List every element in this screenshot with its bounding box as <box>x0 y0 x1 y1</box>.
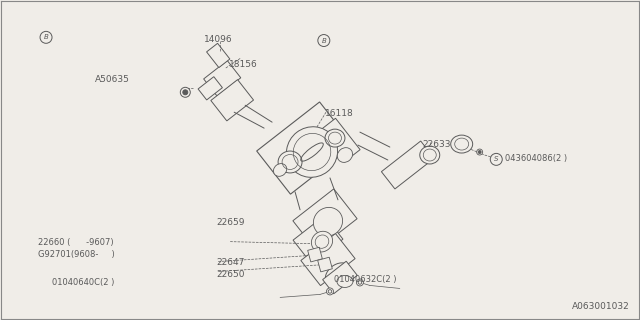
Bar <box>323 261 357 294</box>
Bar <box>211 80 253 121</box>
Text: 22650: 22650 <box>216 269 244 279</box>
Bar <box>207 43 230 68</box>
Ellipse shape <box>451 135 473 153</box>
Ellipse shape <box>278 151 302 173</box>
Ellipse shape <box>337 276 353 287</box>
Ellipse shape <box>312 231 333 252</box>
Ellipse shape <box>420 146 440 164</box>
Ellipse shape <box>337 148 353 162</box>
Ellipse shape <box>328 290 332 293</box>
Bar <box>293 189 357 251</box>
Text: 16118: 16118 <box>325 109 354 118</box>
Text: 22647: 22647 <box>216 258 244 267</box>
Ellipse shape <box>273 164 287 176</box>
Ellipse shape <box>325 263 351 286</box>
Ellipse shape <box>287 127 337 177</box>
Text: 01040632C(2 ): 01040632C(2 ) <box>334 275 397 284</box>
Text: A50635: A50635 <box>95 75 130 84</box>
Text: A063001032: A063001032 <box>572 302 629 311</box>
Bar <box>204 60 241 96</box>
Ellipse shape <box>183 90 188 95</box>
Bar <box>320 118 360 162</box>
Text: B: B <box>321 37 326 44</box>
Ellipse shape <box>477 149 483 155</box>
Bar <box>317 257 332 272</box>
Bar <box>301 234 355 286</box>
Circle shape <box>318 35 330 46</box>
Ellipse shape <box>358 281 362 284</box>
Text: 22659: 22659 <box>216 218 244 227</box>
Bar <box>198 77 223 100</box>
Circle shape <box>40 31 52 43</box>
Text: B: B <box>44 34 49 40</box>
Text: 22633: 22633 <box>422 140 451 148</box>
Text: 01040640C(2 ): 01040640C(2 ) <box>52 277 114 286</box>
Ellipse shape <box>325 129 345 147</box>
Ellipse shape <box>314 207 342 236</box>
Text: G92701(9608-     ): G92701(9608- ) <box>38 251 115 260</box>
Bar <box>293 216 343 264</box>
Bar <box>257 102 353 194</box>
Text: 14096: 14096 <box>204 35 232 44</box>
Bar <box>381 141 434 189</box>
Bar <box>308 247 323 262</box>
Circle shape <box>490 153 502 165</box>
Text: 043604086(2 ): 043604086(2 ) <box>505 154 567 163</box>
Text: 18156: 18156 <box>228 60 257 69</box>
Text: 22660 (      -9607): 22660 ( -9607) <box>38 238 113 247</box>
Ellipse shape <box>478 150 481 154</box>
Text: S: S <box>494 156 499 162</box>
Ellipse shape <box>356 279 364 286</box>
Ellipse shape <box>326 288 333 295</box>
Ellipse shape <box>180 87 190 97</box>
